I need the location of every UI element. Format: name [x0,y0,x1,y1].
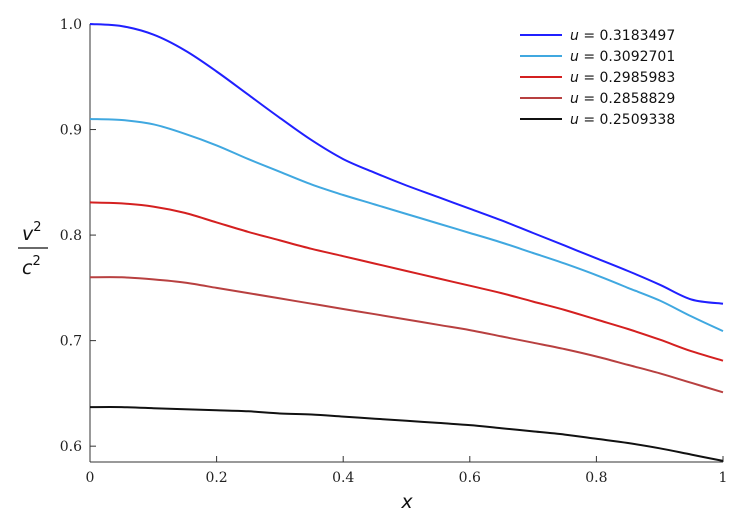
y-tick-label: 1.0 [60,17,82,33]
legend-value: 0.2985983 [600,70,676,86]
series-line-5 [89,406,724,462]
x-tick-label: 0.8 [585,470,607,486]
legend-equals: = [579,28,600,44]
axes [89,24,723,463]
series-group [89,23,724,462]
y-tick-label: 0.9 [60,123,82,139]
legend-variable: u [570,49,579,65]
y-tick-label: 0.8 [60,228,82,244]
svg-text:v2: v2 [22,220,42,245]
series-line-1 [89,23,724,305]
x-tick-label: 1 [719,470,728,486]
x-tick-label: 0 [86,470,95,486]
y-axis-label: v2 c2 [18,220,48,279]
legend-value: 0.2509338 [600,112,676,128]
legend-equals: = [579,112,600,128]
x-tick-label: 0.4 [332,470,354,486]
legend-item-1: u = 0.3183497 [520,28,675,44]
legend-label: u = 0.2509338 [570,112,675,128]
y-axis-label-numerator-exp: 2 [33,220,41,235]
legend-value: 0.3183497 [600,28,676,44]
series-line-2 [89,118,724,333]
y-axis-label-denominator: c [22,257,33,279]
legend-item-2: u = 0.3092701 [520,49,675,65]
legend-label: u = 0.3092701 [570,49,675,65]
y-axis-label-denominator-exp: 2 [32,254,40,269]
legend-label: u = 0.3183497 [570,28,675,44]
svg-text:c2: c2 [22,254,41,279]
x-tick-label: 0.2 [205,470,227,486]
legend-item-3: u = 0.2985983 [520,70,675,86]
legend-equals: = [579,70,600,86]
legend-item-5: u = 0.2509338 [520,112,675,128]
legend-equals: = [579,49,600,65]
legend-variable: u [570,91,579,107]
y-axis-label-numerator: v [22,223,34,245]
legend-equals: = [579,91,600,107]
legend-label: u = 0.2858829 [570,91,675,107]
x-tick-label: 0.6 [459,470,481,486]
series-line-4 [89,276,724,394]
legend-value: 0.2858829 [600,91,676,107]
y-tick-label: 0.6 [60,439,82,455]
legend-variable: u [570,70,579,86]
y-tick-label: 0.7 [60,334,82,350]
legend-value: 0.3092701 [600,49,676,65]
legend-variable: u [570,112,579,128]
legend-variable: u [570,28,579,44]
series-line-3 [89,201,724,362]
ticks: 0 0.2 0.4 0.6 0.8 1 0.6 0.7 0.8 0.9 1.0 [60,17,728,486]
x-axis-label: x [400,491,413,513]
legend-label: u = 0.2985983 [570,70,675,86]
legend-item-4: u = 0.2858829 [520,91,675,107]
